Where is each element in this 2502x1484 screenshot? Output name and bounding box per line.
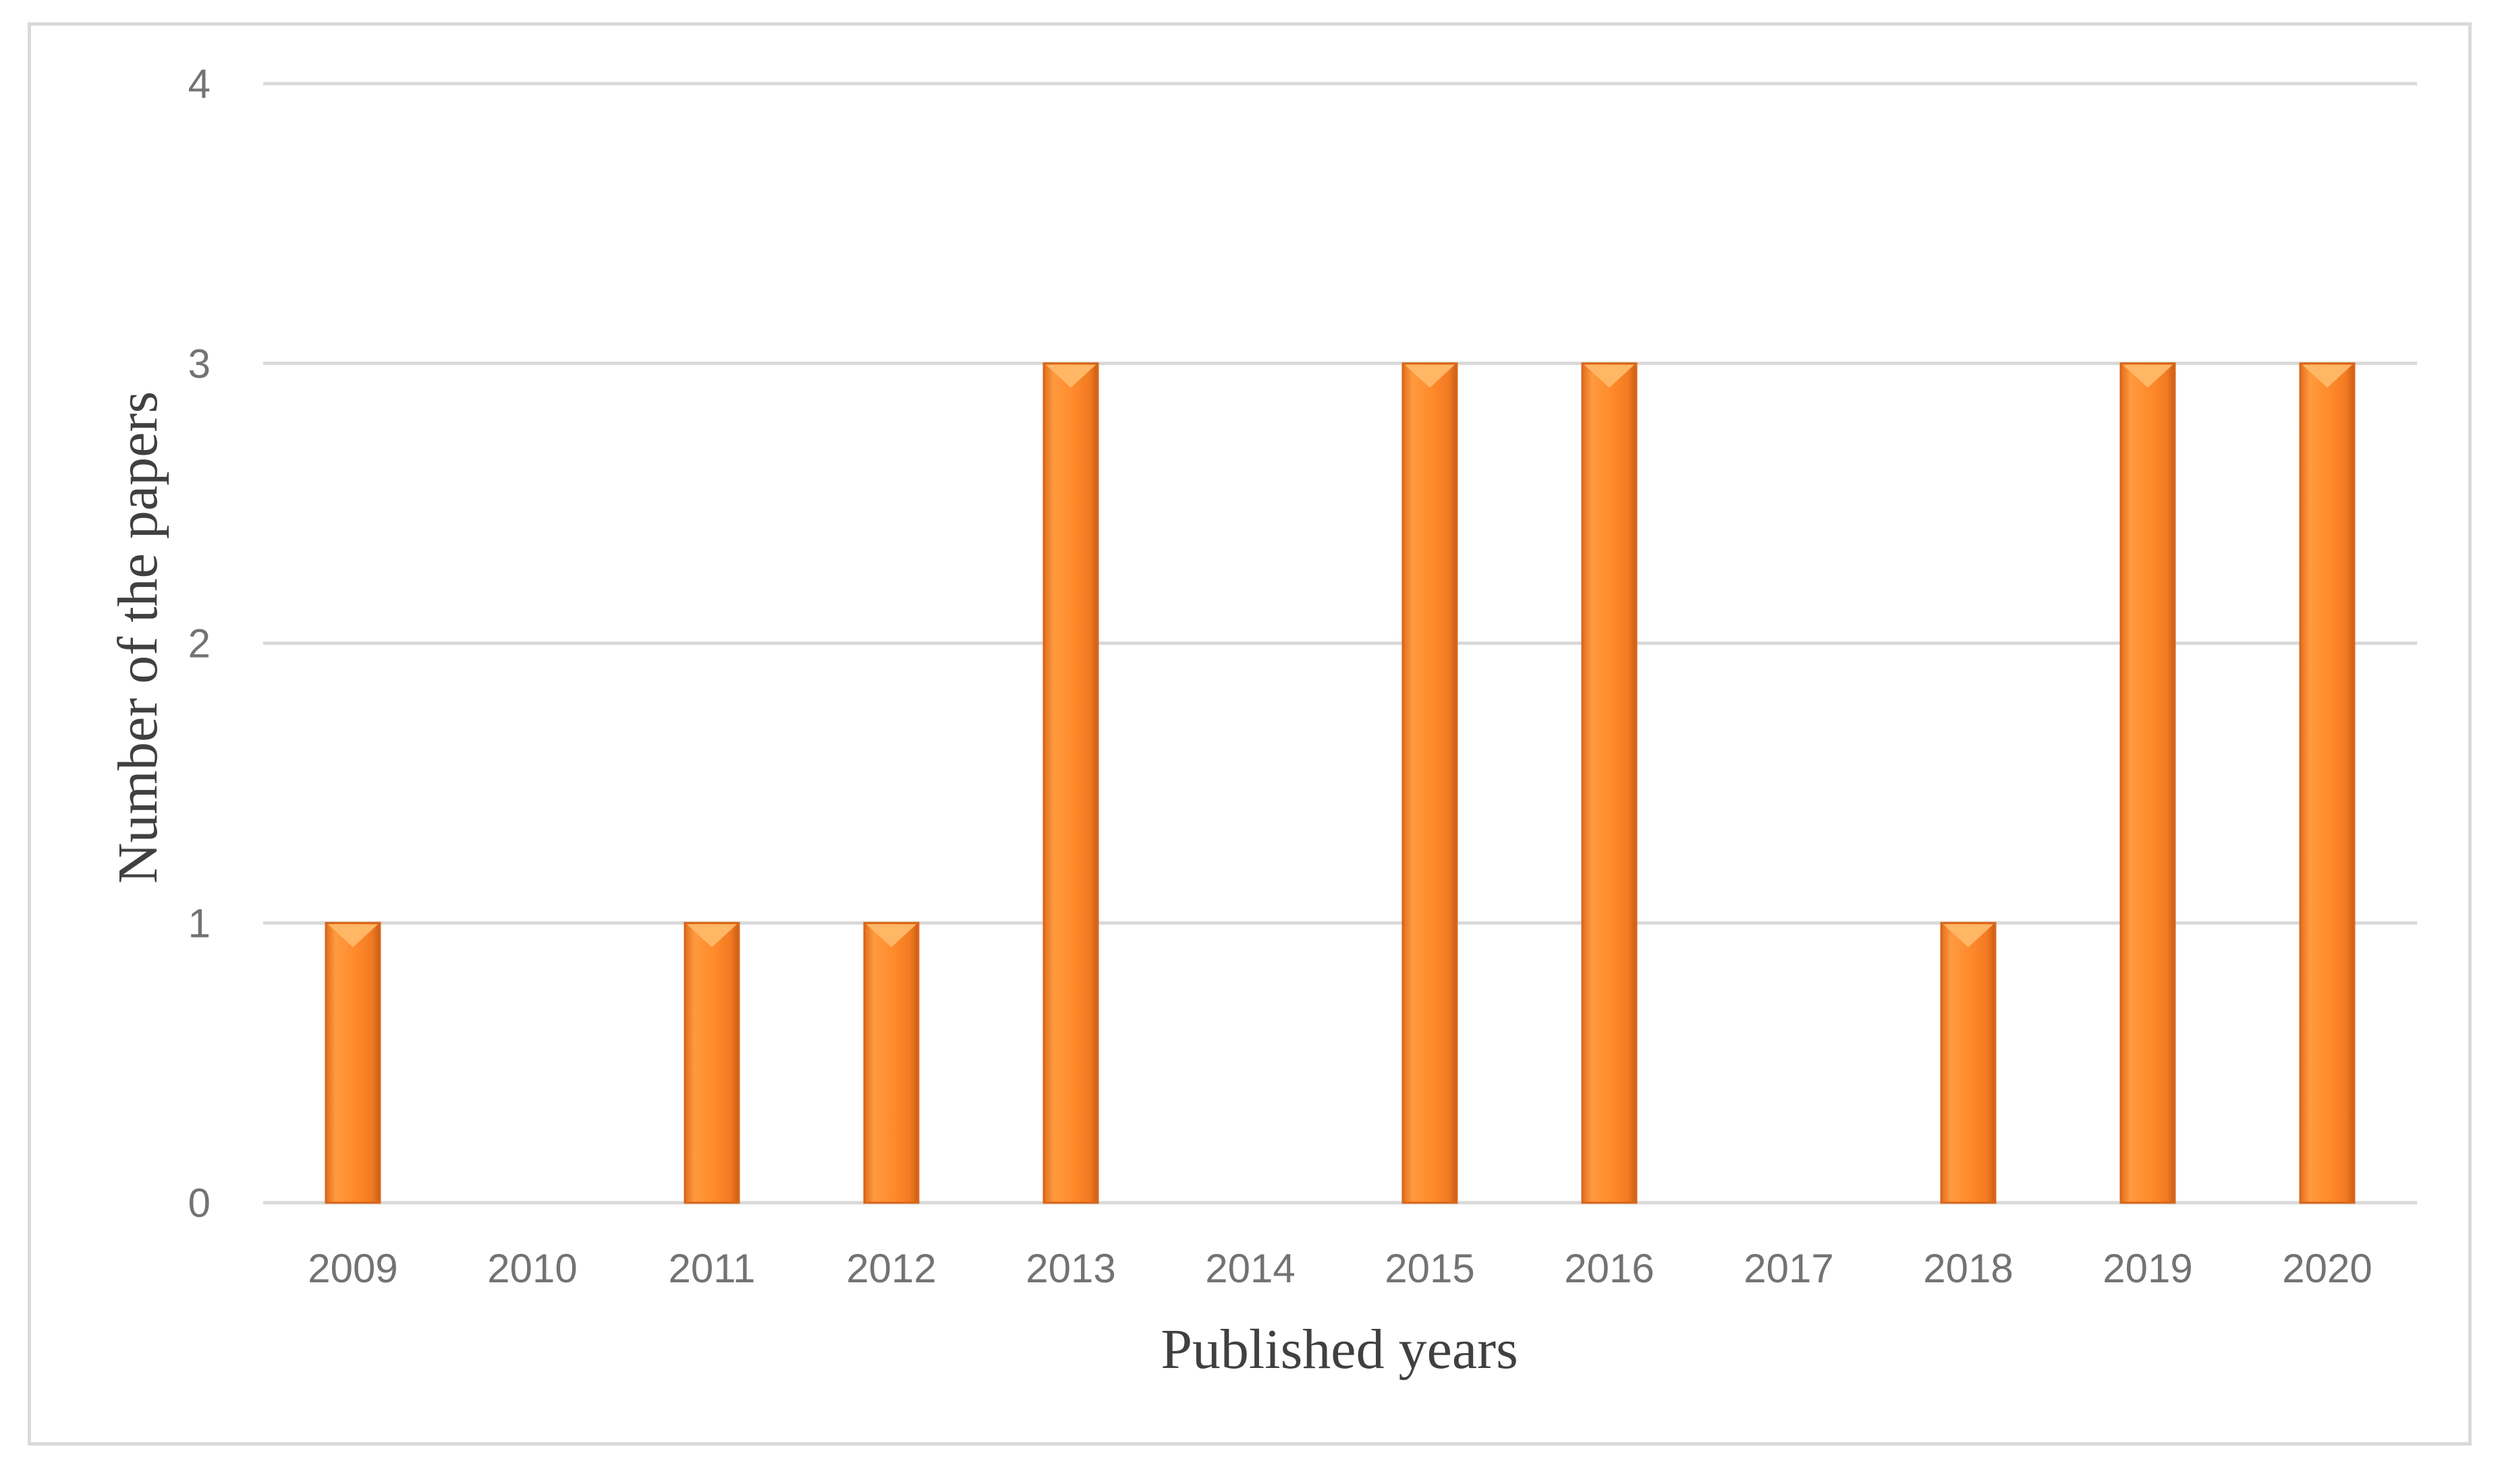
- bar-body: [1581, 362, 1638, 1204]
- x-tick-label: 2014: [1205, 1246, 1295, 1291]
- bar-2009: [325, 921, 381, 1204]
- y-tick-label: 0: [188, 1180, 211, 1226]
- bar-bevel: [1405, 364, 1455, 388]
- y-tick-label: 2: [188, 621, 211, 666]
- bar-body: [863, 921, 920, 1204]
- bar-bevel: [866, 924, 916, 948]
- x-axis-title: Published years: [1161, 1318, 1518, 1381]
- bar-2018: [1940, 921, 1997, 1204]
- bar-2011: [684, 921, 740, 1204]
- chart-frame: [28, 22, 2472, 1446]
- x-tick-label: 2017: [1744, 1246, 1833, 1291]
- gridlines: [263, 82, 2417, 1205]
- bar-body: [2119, 362, 2176, 1204]
- bar-bevel: [1943, 924, 1993, 948]
- bar-bevel: [2123, 364, 2173, 388]
- x-tick-label: 2016: [1564, 1246, 1654, 1291]
- bars: [325, 362, 2356, 1204]
- bar-body: [1042, 362, 1099, 1204]
- y-tick-label: 1: [188, 901, 211, 946]
- x-tick-label: 2009: [308, 1246, 397, 1291]
- bar-body: [684, 921, 740, 1204]
- y-axis-title: Number of the papers: [107, 391, 169, 884]
- bar-body: [1940, 921, 1997, 1204]
- bar-2012: [863, 921, 920, 1204]
- x-tick-label: 2018: [1923, 1246, 2013, 1291]
- bar-2013: [1042, 362, 1099, 1204]
- x-tick-label: 2020: [2282, 1246, 2372, 1291]
- bar-body: [325, 921, 381, 1204]
- bar-2019: [2119, 362, 2176, 1204]
- bar-body: [1401, 362, 1458, 1204]
- x-tick-label: 2019: [2103, 1246, 2192, 1291]
- y-tick-label: 4: [188, 61, 211, 107]
- x-tick-labels: 2009 2010 2011 2012 2013 2014 2015 2016 2017 2018…: [308, 1246, 2372, 1291]
- bar-2016: [1581, 362, 1638, 1204]
- bar-bevel: [1046, 364, 1096, 388]
- x-tick-label: 2010: [487, 1246, 577, 1291]
- bar-bevel: [687, 924, 737, 948]
- x-tick-label: 2013: [1026, 1246, 1115, 1291]
- x-tick-label: 2015: [1385, 1246, 1474, 1291]
- bar-bevel: [2302, 364, 2352, 388]
- x-tick-label: 2011: [668, 1246, 755, 1291]
- bar-2020: [2299, 362, 2356, 1204]
- y-tick-label: 3: [188, 341, 211, 387]
- bar-bevel: [328, 924, 378, 948]
- y-tick-labels: 0 1 2 3 4: [188, 61, 211, 1226]
- bar-body: [2299, 362, 2356, 1204]
- bar-bevel: [1584, 364, 1634, 388]
- x-tick-label: 2012: [846, 1246, 936, 1291]
- bar-2015: [1401, 362, 1458, 1204]
